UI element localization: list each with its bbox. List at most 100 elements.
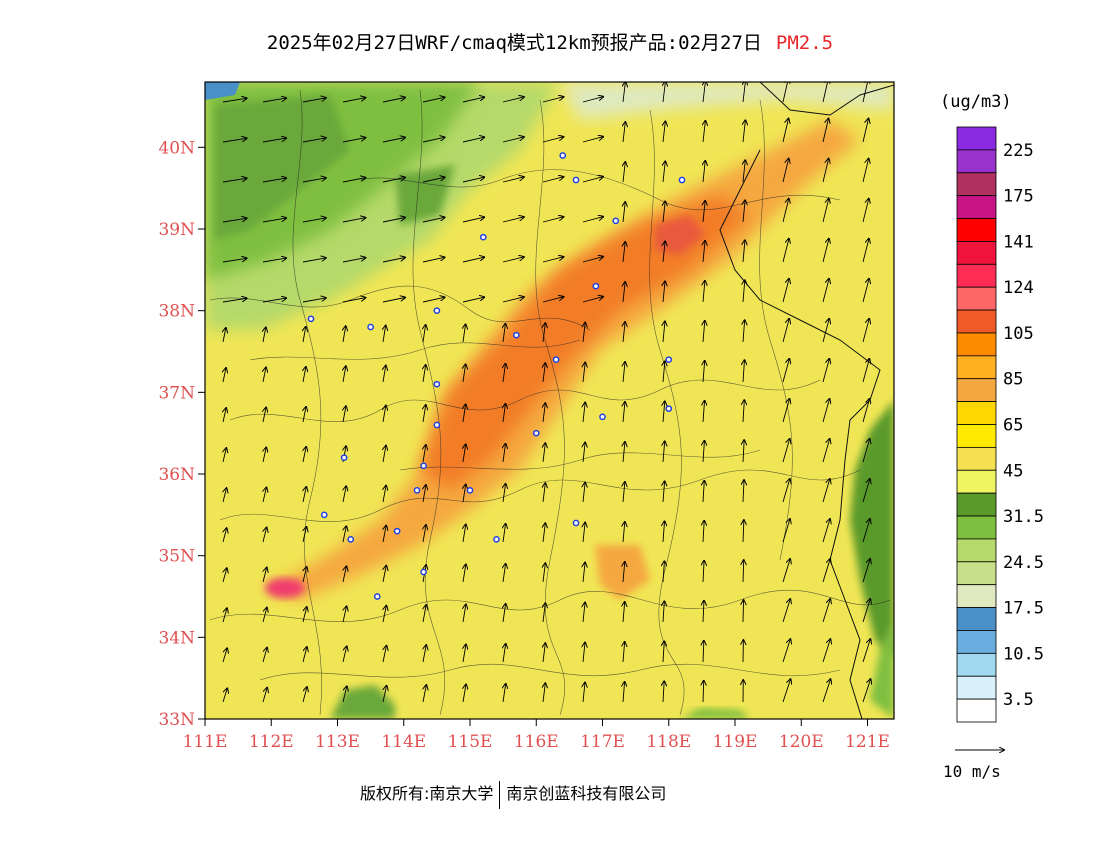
wind-arrow bbox=[302, 647, 307, 663]
city-marker bbox=[307, 315, 315, 323]
wind-arrow bbox=[583, 483, 585, 503]
wind-arrow bbox=[343, 606, 347, 623]
wind-arrow bbox=[383, 406, 386, 423]
wind-arrow bbox=[782, 119, 788, 143]
lon-label: 119E bbox=[713, 732, 758, 752]
field-band-peak bbox=[420, 195, 750, 490]
wind-arrow bbox=[422, 217, 445, 223]
colorbar-swatch bbox=[956, 286, 997, 311]
wind-arrow bbox=[342, 98, 365, 103]
boundary-line bbox=[649, 109, 685, 716]
wind-arrow bbox=[423, 605, 426, 623]
city-marker bbox=[572, 176, 580, 184]
colorbar-swatch bbox=[956, 195, 997, 219]
wind-arrow bbox=[222, 298, 247, 303]
wind-arrow bbox=[703, 321, 705, 343]
boundary-line bbox=[219, 469, 861, 522]
wind-arrow bbox=[462, 177, 484, 183]
wind-arrow bbox=[743, 280, 745, 303]
wind-arrow bbox=[822, 479, 830, 503]
wind-arrow bbox=[502, 97, 524, 103]
wind-arrow bbox=[303, 407, 306, 423]
colorbar-swatch bbox=[956, 698, 997, 723]
wind-arrow bbox=[262, 298, 286, 303]
wind-arrow bbox=[262, 648, 267, 663]
colorbar-swatch bbox=[956, 309, 997, 334]
lat-label: 36N bbox=[158, 465, 195, 485]
city-marker bbox=[665, 405, 673, 413]
boundary-line bbox=[249, 339, 581, 361]
city-marker bbox=[347, 535, 355, 543]
wind-arrow bbox=[583, 523, 585, 543]
wind-arrow bbox=[862, 119, 868, 143]
wind-arrow bbox=[302, 218, 326, 223]
colorbar-label: 3.5 bbox=[1003, 690, 1034, 710]
wind-arrow bbox=[342, 258, 365, 263]
colorbar-swatch bbox=[956, 241, 997, 265]
wind-arrow bbox=[383, 606, 386, 623]
wind-arrow bbox=[782, 359, 789, 383]
wind-arrow bbox=[822, 199, 829, 223]
wind-arrow bbox=[543, 563, 545, 583]
wind-arrow bbox=[383, 526, 386, 543]
lat-label: 35N bbox=[158, 547, 195, 567]
field-sea-green bbox=[850, 400, 894, 660]
wind-arrow bbox=[782, 399, 789, 423]
map-title: 2025年02月27日WRF/cmaq模式12km预报产品:02月27日 PM2.… bbox=[0, 28, 1100, 55]
wind-arrow bbox=[782, 159, 789, 183]
colorbar-swatch bbox=[956, 584, 997, 608]
wind-arrow bbox=[782, 239, 789, 263]
wind-arrow bbox=[263, 448, 266, 463]
lon-label: 112E bbox=[249, 732, 294, 752]
colorbar-swatch bbox=[956, 172, 997, 197]
wind-arrow bbox=[263, 367, 266, 383]
wind-arrow bbox=[382, 298, 405, 303]
wind-arrow bbox=[623, 402, 625, 423]
wind-arrow bbox=[623, 482, 625, 503]
colorbar-label: 175 bbox=[1003, 187, 1034, 207]
wind-arrow bbox=[422, 97, 445, 103]
wind-arrow bbox=[462, 297, 484, 303]
wind-arrow bbox=[222, 688, 227, 703]
colorbar-swatch bbox=[956, 446, 997, 471]
boundary-line bbox=[535, 99, 566, 716]
wind-arrow bbox=[542, 297, 563, 303]
wind-arrow bbox=[463, 404, 466, 423]
wind-arrow bbox=[342, 646, 347, 663]
lat-label: 33N bbox=[158, 710, 195, 730]
colorbar-label: 105 bbox=[1003, 324, 1034, 344]
wind-arrow bbox=[263, 407, 266, 423]
wind-arrow bbox=[222, 648, 227, 663]
wind-arrow bbox=[623, 362, 625, 383]
wind-arrow bbox=[502, 177, 524, 183]
wind-arrow bbox=[382, 138, 405, 143]
wind-arrow bbox=[503, 484, 506, 503]
wind-arrow bbox=[743, 400, 744, 423]
wind-arrow bbox=[703, 641, 704, 663]
colorbar-label: 85 bbox=[1003, 370, 1023, 390]
colorbar-swatch bbox=[956, 630, 997, 654]
wind-arrow bbox=[782, 679, 791, 703]
wind-arrow bbox=[502, 297, 524, 303]
wind-arrow bbox=[743, 240, 745, 263]
wind-arrow bbox=[703, 521, 704, 543]
wind-arrow bbox=[703, 82, 705, 103]
wind-arrow bbox=[582, 257, 603, 263]
wind-arrow bbox=[263, 488, 266, 503]
wind-arrow bbox=[303, 327, 306, 343]
colorbar-label: 65 bbox=[1003, 416, 1023, 436]
wind-arrow bbox=[383, 366, 386, 383]
wind-arrow bbox=[543, 643, 545, 663]
wind-arrow bbox=[382, 218, 405, 223]
colorbar-swatch bbox=[956, 538, 997, 563]
wind-arrow bbox=[582, 297, 603, 303]
wind-arrow bbox=[462, 257, 484, 263]
wind-arrow bbox=[542, 257, 563, 263]
wind-arrow bbox=[303, 527, 306, 543]
wind-arrow bbox=[463, 645, 466, 663]
colorbar-swatch bbox=[956, 652, 997, 677]
colorbar-swatch bbox=[956, 515, 997, 540]
wind-arrow bbox=[782, 199, 789, 223]
boundary-line bbox=[292, 89, 322, 716]
